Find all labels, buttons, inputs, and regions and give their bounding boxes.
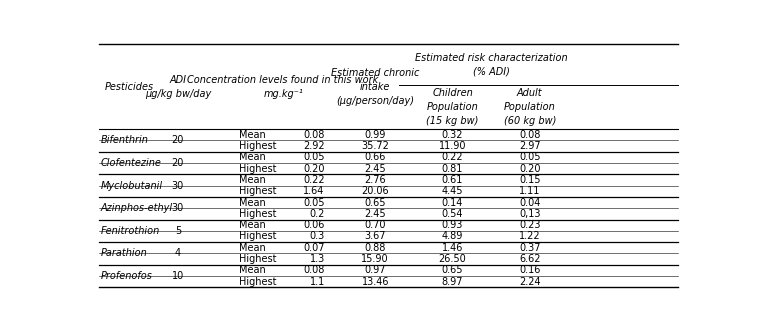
Text: Highest: Highest	[239, 164, 276, 174]
Text: Highest: Highest	[239, 209, 276, 219]
Text: Clofentezine: Clofentezine	[100, 158, 162, 168]
Text: Mean: Mean	[239, 197, 265, 208]
Text: 0.22: 0.22	[303, 175, 324, 185]
Text: 2.97: 2.97	[519, 141, 541, 151]
Text: 0.97: 0.97	[364, 265, 386, 276]
Text: 0.07: 0.07	[303, 243, 324, 253]
Text: 6.62: 6.62	[519, 254, 541, 264]
Text: 0.15: 0.15	[519, 175, 541, 185]
Text: 0.81: 0.81	[442, 164, 463, 174]
Text: 5: 5	[175, 226, 181, 236]
Text: 20: 20	[172, 135, 184, 145]
Text: 0.93: 0.93	[442, 220, 463, 230]
Text: Mean: Mean	[239, 130, 265, 140]
Text: 10: 10	[172, 271, 184, 281]
Text: 0.20: 0.20	[519, 164, 541, 174]
Text: 35.72: 35.72	[361, 141, 389, 151]
Text: Highest: Highest	[239, 141, 276, 151]
Text: Bifenthrin: Bifenthrin	[100, 135, 149, 145]
Text: 20: 20	[172, 158, 184, 168]
Text: 0.61: 0.61	[442, 175, 463, 185]
Text: 0.06: 0.06	[304, 220, 324, 230]
Text: 3.67: 3.67	[364, 232, 386, 241]
Text: 0.08: 0.08	[519, 130, 541, 140]
Text: 4.89: 4.89	[442, 232, 463, 241]
Text: Estimated chronic
intake
(μg/person/day): Estimated chronic intake (μg/person/day)	[331, 68, 420, 106]
Text: Mean: Mean	[239, 243, 265, 253]
Text: Pesticides: Pesticides	[105, 82, 154, 92]
Text: 0.32: 0.32	[442, 130, 463, 140]
Text: 1.1: 1.1	[309, 277, 324, 287]
Text: 30: 30	[172, 203, 184, 213]
Text: 0.08: 0.08	[304, 130, 324, 140]
Text: Mean: Mean	[239, 220, 265, 230]
Text: Highest: Highest	[239, 277, 276, 287]
Text: 2.24: 2.24	[519, 277, 541, 287]
Text: 0.37: 0.37	[519, 243, 541, 253]
Text: 2.76: 2.76	[364, 175, 386, 185]
Text: Concentration levels found in this work
mg.kg⁻¹: Concentration levels found in this work …	[187, 75, 379, 99]
Text: 0.99: 0.99	[364, 130, 386, 140]
Text: 0.66: 0.66	[364, 152, 386, 162]
Text: Adult
Population
(60 kg bw): Adult Population (60 kg bw)	[504, 88, 556, 126]
Text: Mean: Mean	[239, 175, 265, 185]
Text: ADI
μg/kg bw/day: ADI μg/kg bw/day	[145, 75, 211, 99]
Text: 1.3: 1.3	[309, 254, 324, 264]
Text: 15.90: 15.90	[361, 254, 389, 264]
Text: Mean: Mean	[239, 265, 265, 276]
Text: 11.90: 11.90	[439, 141, 466, 151]
Text: 8.97: 8.97	[442, 277, 463, 287]
Text: Azinphos-ethyl: Azinphos-ethyl	[100, 203, 173, 213]
Text: 13.46: 13.46	[361, 277, 389, 287]
Text: 0.14: 0.14	[442, 197, 463, 208]
Text: 0.23: 0.23	[519, 220, 541, 230]
Text: 1.22: 1.22	[519, 232, 541, 241]
Text: Highest: Highest	[239, 186, 276, 196]
Text: 30: 30	[172, 181, 184, 191]
Text: 4.45: 4.45	[442, 186, 463, 196]
Text: 0.16: 0.16	[519, 265, 541, 276]
Text: 4: 4	[175, 248, 181, 258]
Text: 0.88: 0.88	[364, 243, 386, 253]
Text: 20.06: 20.06	[361, 186, 389, 196]
Text: 0.22: 0.22	[442, 152, 463, 162]
Text: Fenitrothion: Fenitrothion	[100, 226, 160, 236]
Text: Estimated risk characterization
(% ADI): Estimated risk characterization (% ADI)	[415, 52, 568, 77]
Text: 0.3: 0.3	[309, 232, 324, 241]
Text: 0.08: 0.08	[304, 265, 324, 276]
Text: 2.45: 2.45	[364, 164, 386, 174]
Text: 1.11: 1.11	[519, 186, 541, 196]
Text: Profenofos: Profenofos	[100, 271, 153, 281]
Text: 0.2: 0.2	[309, 209, 324, 219]
Text: 0.04: 0.04	[519, 197, 541, 208]
Text: 0.05: 0.05	[519, 152, 541, 162]
Text: Children
Population
(15 kg bw): Children Population (15 kg bw)	[426, 88, 479, 126]
Text: 0.65: 0.65	[364, 197, 386, 208]
Text: 0.70: 0.70	[364, 220, 386, 230]
Text: Mean: Mean	[239, 152, 265, 162]
Text: 0.05: 0.05	[303, 197, 324, 208]
Text: 1.64: 1.64	[304, 186, 324, 196]
Text: 0,13: 0,13	[519, 209, 541, 219]
Text: Highest: Highest	[239, 254, 276, 264]
Text: 2.92: 2.92	[303, 141, 324, 151]
Text: 0.20: 0.20	[303, 164, 324, 174]
Text: 0.65: 0.65	[442, 265, 463, 276]
Text: 26.50: 26.50	[439, 254, 466, 264]
Text: 0.05: 0.05	[303, 152, 324, 162]
Text: 0.54: 0.54	[442, 209, 463, 219]
Text: 2.45: 2.45	[364, 209, 386, 219]
Text: Parathion: Parathion	[100, 248, 147, 258]
Text: Highest: Highest	[239, 232, 276, 241]
Text: Myclobutanil: Myclobutanil	[100, 181, 163, 191]
Text: 1.46: 1.46	[442, 243, 463, 253]
